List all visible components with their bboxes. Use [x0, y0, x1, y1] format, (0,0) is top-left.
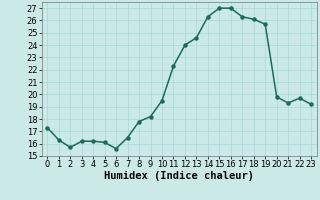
X-axis label: Humidex (Indice chaleur): Humidex (Indice chaleur) [104, 171, 254, 181]
